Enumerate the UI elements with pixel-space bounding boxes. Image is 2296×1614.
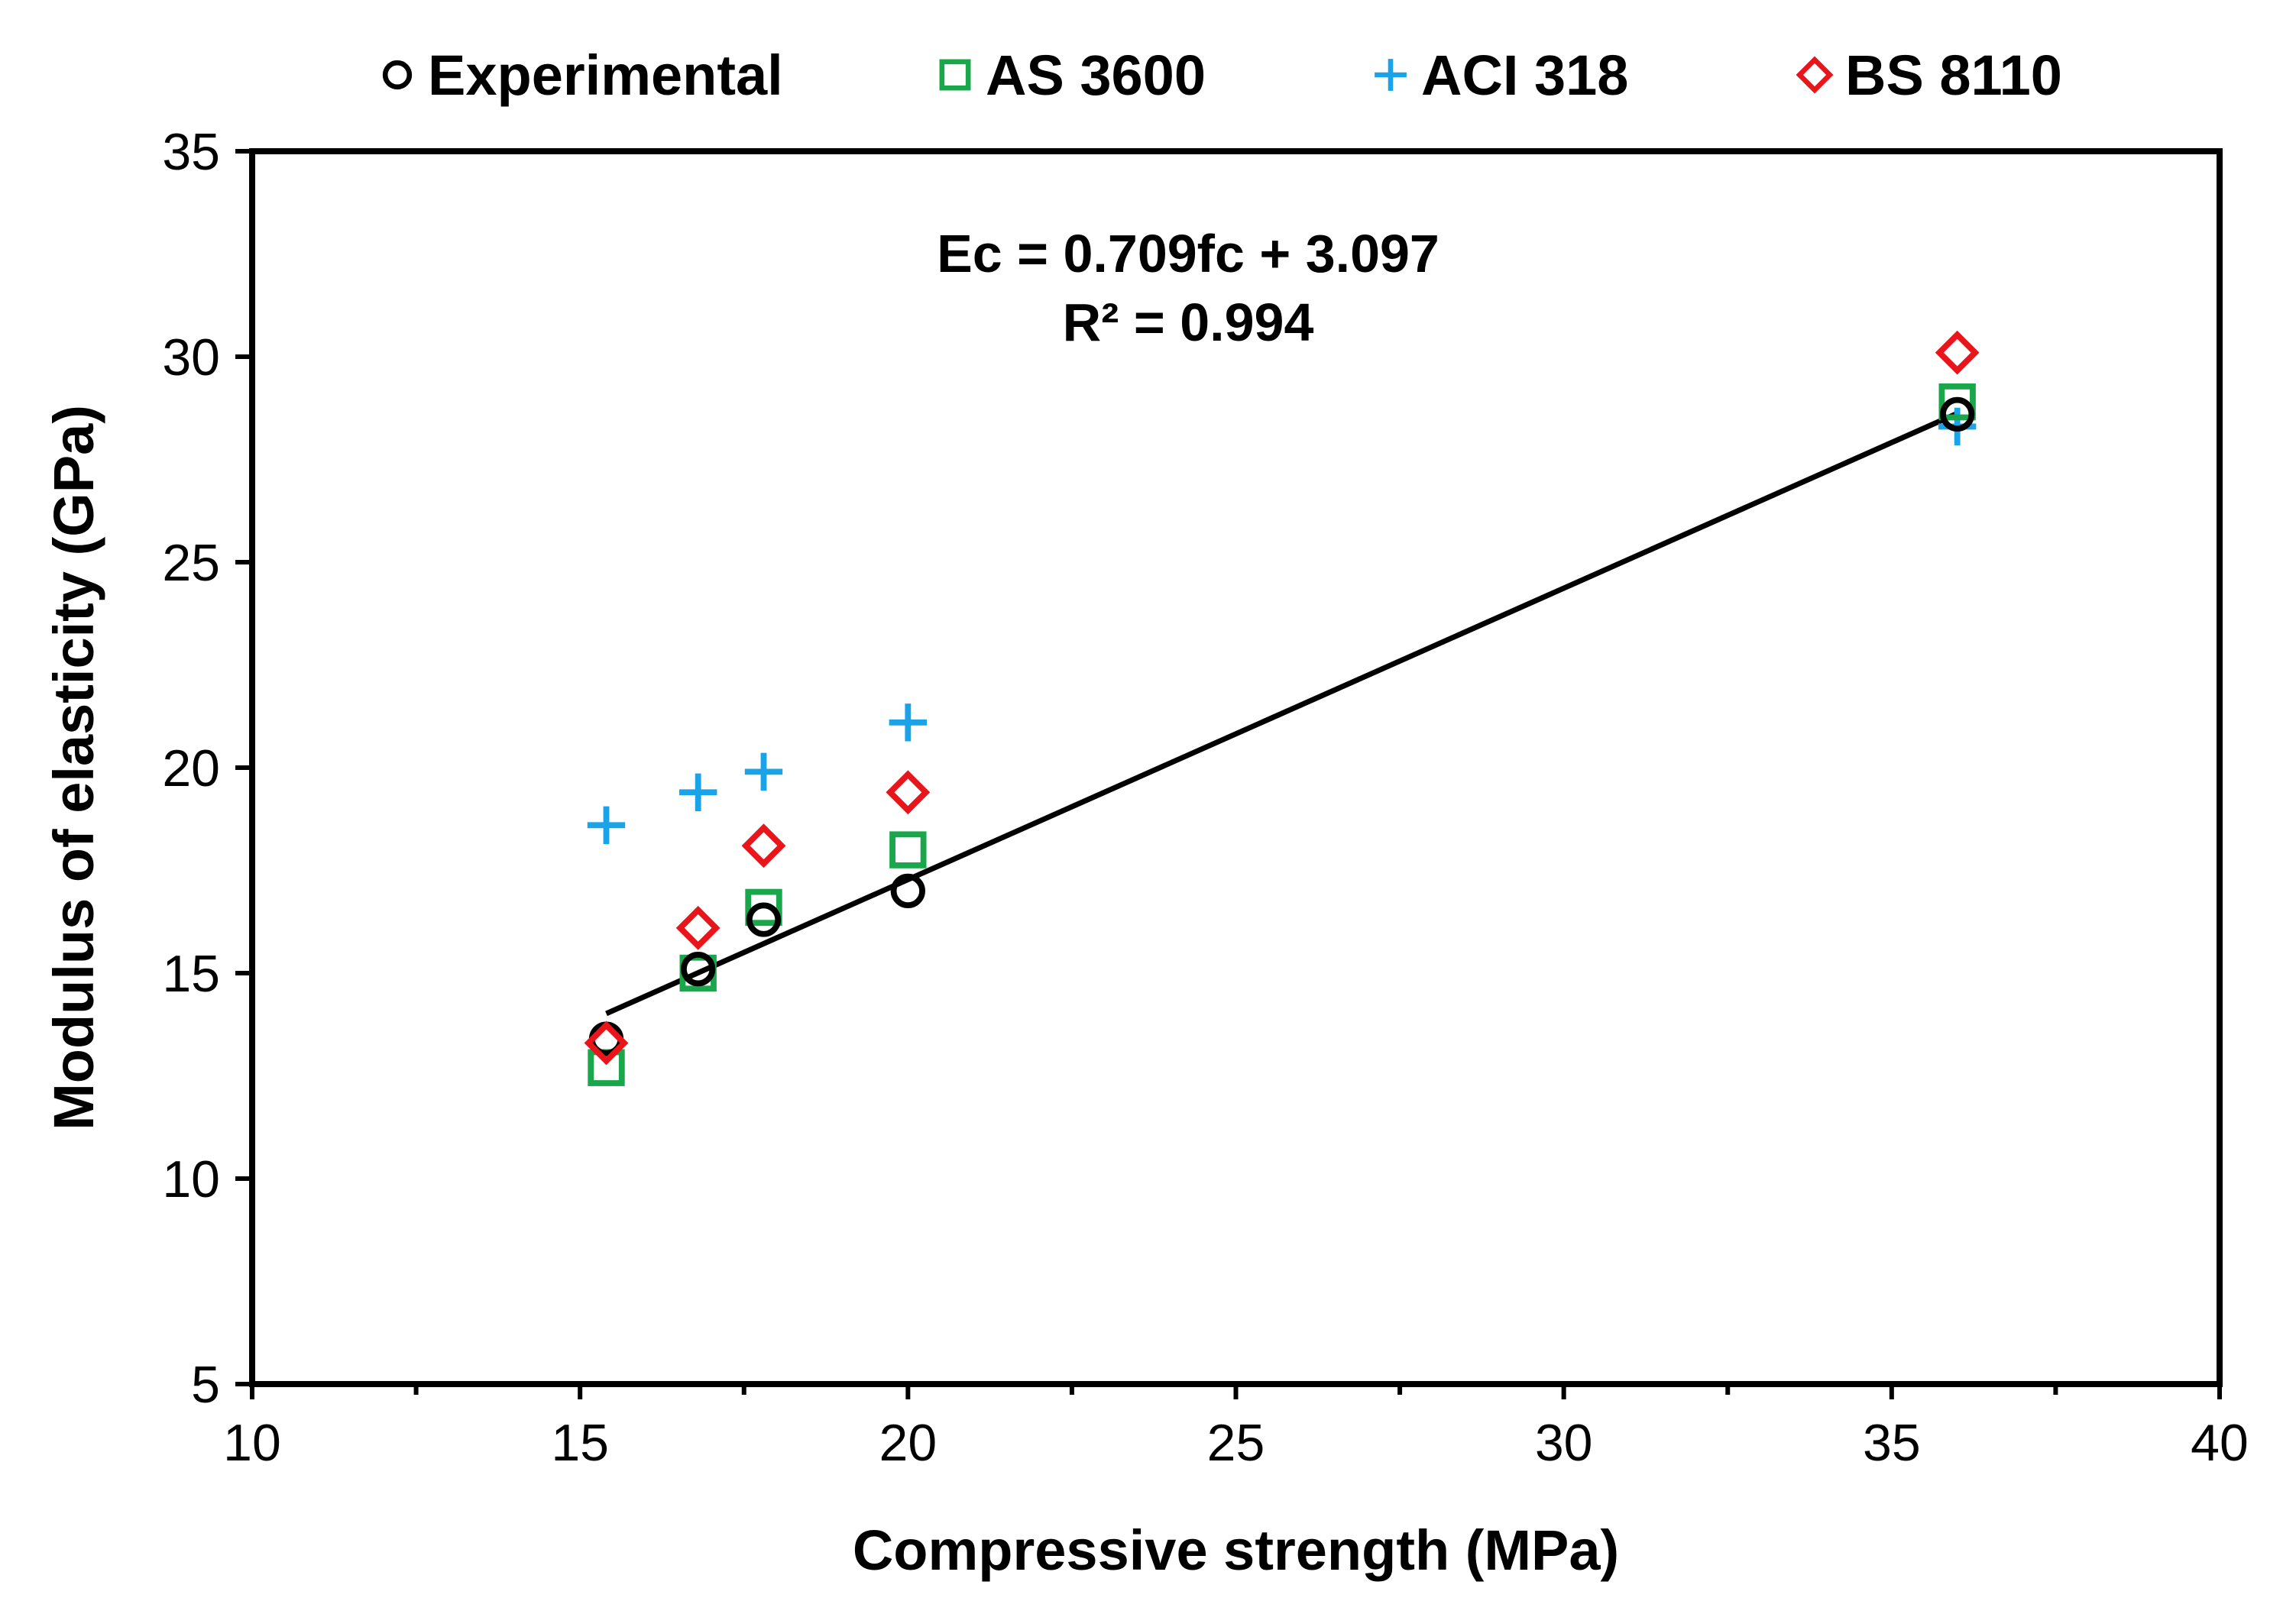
y-tick-label: 10 — [162, 1150, 220, 1208]
point-bs-8110 — [1935, 330, 1980, 375]
legend-marker-experimental — [382, 60, 413, 90]
point-as-3600 — [1938, 383, 1976, 421]
point-experimental — [890, 873, 925, 909]
y-tick-label: 30 — [162, 328, 220, 387]
legend-marker-as-3600 — [939, 59, 971, 91]
legend-item-bs-8110: BS 8110 — [1796, 44, 2062, 107]
x-tick-label: 30 — [1535, 1414, 1593, 1472]
y-tick-label: 35 — [162, 123, 220, 181]
x-tick-label: 35 — [1863, 1414, 1921, 1472]
y-tick-label: 5 — [191, 1356, 220, 1414]
point-experimental — [681, 952, 716, 987]
legend-item-aci-318: ACI 318 — [1375, 44, 1628, 107]
point-aci-318 — [587, 806, 626, 845]
legend: Experimental AS 3600 ACI 318 BS 8110 — [382, 44, 2062, 107]
point-bs-8110 — [584, 1020, 629, 1066]
legend-item-experimental: Experimental — [382, 44, 783, 107]
point-experimental — [746, 902, 782, 937]
legend-label-bs-8110: BS 8110 — [1845, 44, 2062, 107]
y-tick-label: 25 — [162, 534, 220, 592]
y-axis: 5 10 15 20 25 30 35 — [162, 123, 252, 1414]
point-aci-318 — [889, 703, 928, 742]
x-tick-label: 25 — [1207, 1414, 1265, 1472]
point-as-3600 — [889, 831, 927, 868]
x-tick-label: 10 — [223, 1414, 281, 1472]
x-axis-title: Compressive strength (MPa) — [853, 1519, 1619, 1582]
point-as-3600 — [745, 888, 782, 927]
trendline-r-squared: R² = 0.994 — [1063, 293, 1314, 352]
trendline — [605, 410, 1959, 1017]
point-aci-318 — [678, 773, 717, 811]
legend-label-as-3600: AS 3600 — [986, 44, 1206, 107]
legend-label-experimental: Experimental — [428, 44, 783, 107]
legend-label-aci-318: ACI 318 — [1421, 44, 1628, 107]
x-axis: 10 15 20 25 30 35 40 — [223, 1384, 2249, 1472]
x-tick-label: 20 — [879, 1414, 938, 1472]
point-bs-8110 — [886, 770, 931, 815]
y-axis-title: Modulus of elasticity (GPa) — [42, 405, 105, 1130]
y-tick-label: 15 — [162, 945, 220, 1003]
trendline-equation: Ec = 0.709fc + 3.097 — [937, 224, 1439, 283]
data-points — [584, 330, 1980, 1086]
legend-marker-bs-8110 — [1796, 56, 1834, 94]
legend-item-as-3600: AS 3600 — [939, 44, 1206, 107]
point-bs-8110 — [675, 905, 721, 950]
x-tick-label: 15 — [551, 1414, 609, 1472]
legend-marker-aci-318 — [1375, 59, 1407, 91]
point-experimental — [1940, 396, 1975, 432]
point-aci-318 — [744, 752, 783, 791]
x-tick-label: 40 — [2191, 1414, 2249, 1472]
y-tick-label: 20 — [162, 739, 220, 797]
point-bs-8110 — [741, 823, 786, 868]
